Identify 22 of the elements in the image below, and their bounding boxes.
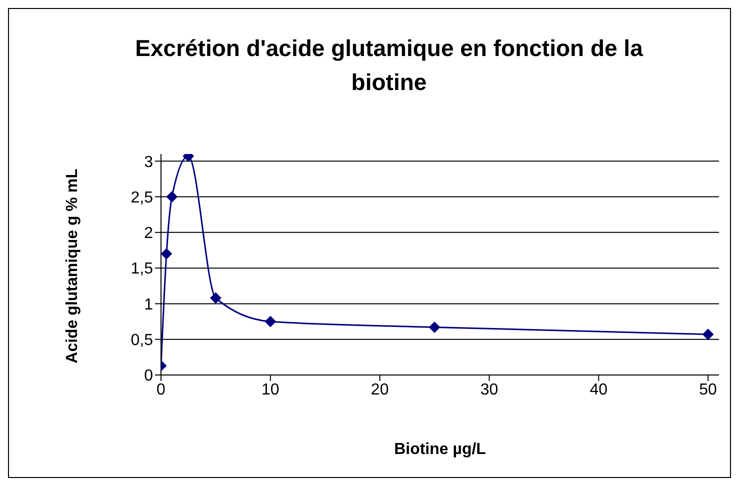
x-axis-title: Biotine µg/L: [393, 441, 487, 459]
point: [166, 191, 178, 202]
y-tick-label: 0: [144, 368, 154, 385]
chart-title: Excrétion d'acide glutamique en fonction de la biotine: [134, 34, 644, 97]
x-tick-label: 10: [262, 381, 280, 398]
x-tick-label: 30: [480, 381, 498, 398]
x-tick-label: 20: [370, 381, 389, 398]
point: [210, 292, 222, 304]
x-tick-label: 50: [699, 381, 718, 398]
x-tick-label: 40: [590, 381, 608, 398]
x-tick-label: 0: [156, 381, 166, 398]
point: [264, 316, 276, 328]
point: [702, 328, 714, 340]
y-tick-label: 0,5: [130, 332, 154, 350]
y-tick-label: 1,5: [130, 260, 154, 278]
point: [161, 248, 172, 260]
y-tick-label: 2,5: [130, 189, 154, 206]
y-tick-label: 1: [144, 296, 154, 314]
point: [429, 322, 440, 333]
y-axis-title: Acide glutamique g % mL: [63, 168, 82, 364]
y-tick-label: 2: [144, 225, 154, 242]
y-tick-label: 3: [144, 154, 154, 171]
